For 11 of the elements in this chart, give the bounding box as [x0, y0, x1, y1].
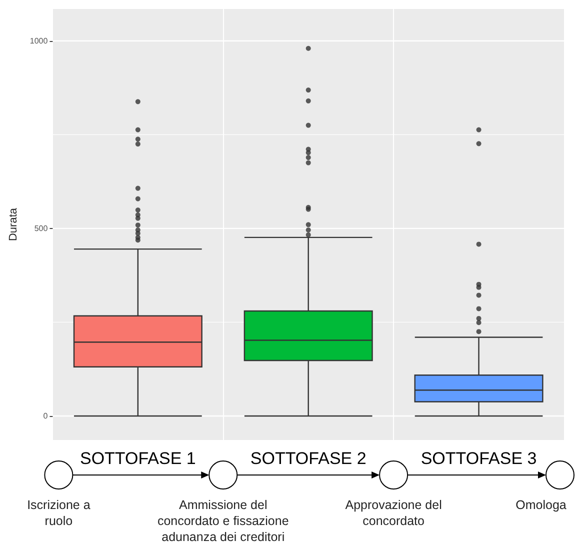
y-tick-label: 500	[34, 224, 48, 233]
text: Approvazione del concordato	[344, 497, 443, 529]
x-tick-label: SOTTOFASE 3	[420, 449, 537, 468]
x-tick-label: SOTTOFASE 1	[80, 449, 196, 468]
x-tick-label: SOTTOFASE 2	[250, 449, 366, 468]
y-axis-title: Durata	[8, 207, 20, 242]
text: Omologa	[514, 497, 568, 513]
text: Ammissione del concordato e fissazione adunanza dei creditori	[156, 497, 290, 545]
y-tick-label: 1000	[30, 36, 48, 46]
y-tick-label: 0	[43, 411, 48, 420]
text: Iscrizione a ruolo	[26, 497, 92, 529]
